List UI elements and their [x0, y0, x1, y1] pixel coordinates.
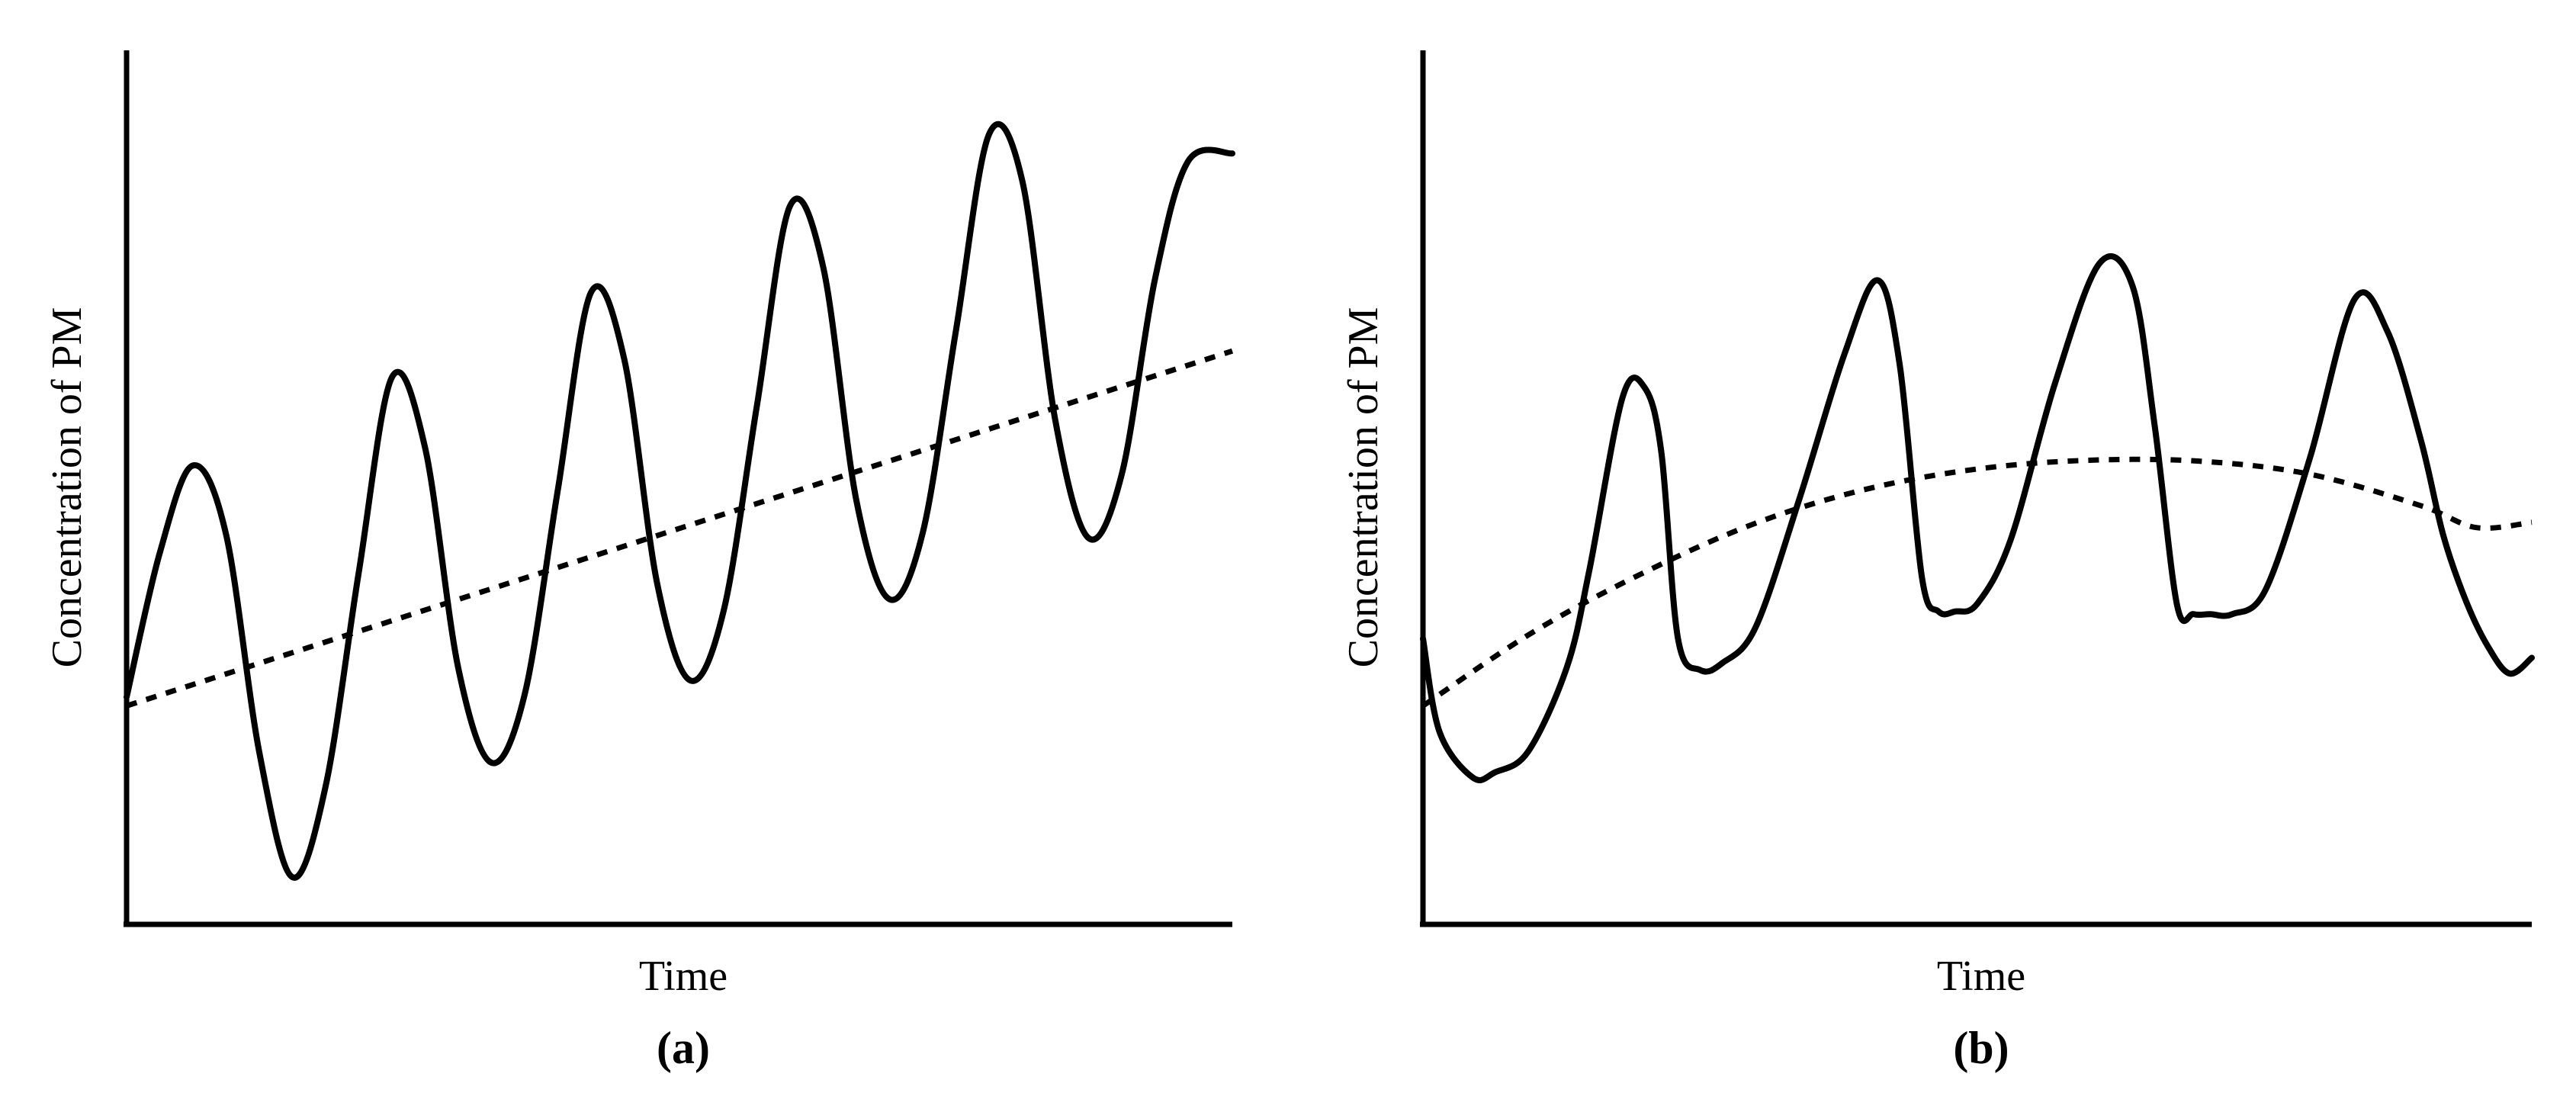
series-group-a: [124, 121, 1235, 881]
trend-line-a: [125, 348, 1234, 709]
y-axis-title: Concentration of PM: [43, 307, 91, 668]
concentration-line-a: [124, 121, 1235, 881]
y-axis-title: Concentration of PM: [1340, 307, 1387, 668]
chart-a-svg: Concentration of PM Time (a): [43, 50, 1235, 1073]
concentration-line-b: [1420, 253, 2535, 783]
chart-panel-b: Concentration of PM Time (b): [1296, 0, 2576, 1112]
panel-label-b: (b): [1953, 1023, 2009, 1073]
x-axis-title: Time: [1937, 953, 2025, 1000]
chart-b-svg: Concentration of PM Time (b): [1340, 50, 2535, 1073]
chart-panel-a: Concentration of PM Time (a): [0, 0, 1281, 1112]
trend-line-b: [1421, 456, 2533, 709]
panel-label-a: (a): [657, 1023, 710, 1073]
series-group-b: [1420, 253, 2535, 783]
x-axis-title: Time: [639, 953, 728, 1000]
